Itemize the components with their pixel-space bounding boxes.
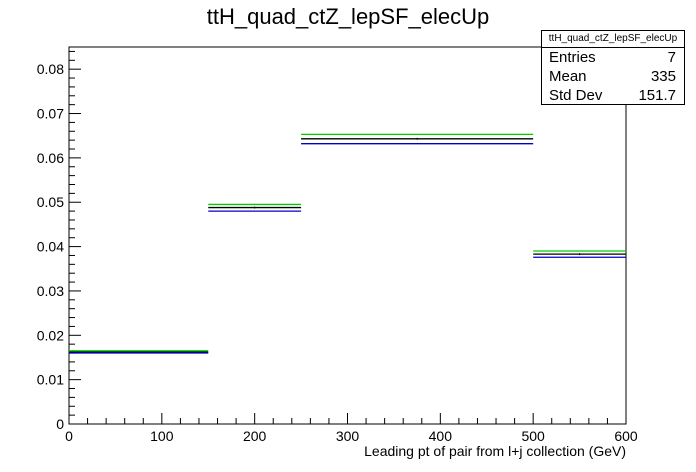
x-tick-label: 200	[243, 428, 267, 444]
y-tick-label: 0	[56, 416, 64, 432]
entries-label: Entries	[549, 49, 596, 66]
y-tick-label: 0.05	[37, 194, 64, 210]
y-tick-label: 0.06	[37, 150, 64, 166]
x-tick-label: 400	[429, 428, 453, 444]
x-tick-label: 500	[521, 428, 545, 444]
x-tick-label: 0	[65, 428, 73, 444]
stddev-label: Std Dev	[549, 87, 603, 104]
stats-row-stddev: Std Dev 151.7	[542, 86, 684, 105]
stats-box-name: ttH_quad_ctZ_lepSF_elecUp	[542, 31, 684, 48]
stats-row-mean: Mean 335	[542, 67, 684, 86]
y-axis: 0 0.01 0.02 0.03 0.04 0.05 0.06 0.07 0.08	[37, 50, 81, 432]
x-axis: 0 100 200 300 400 500 600	[65, 413, 638, 444]
stats-box: ttH_quad_ctZ_lepSF_elecUp Entries 7 Mean…	[541, 30, 685, 105]
x-axis-label: Leading pt of pair from l+j collection (…	[364, 443, 626, 459]
y-tick-label: 0.04	[37, 239, 64, 255]
y-tick-label: 0.02	[37, 327, 64, 343]
y-tick-label: 0.01	[37, 372, 64, 388]
histogram-series	[69, 133, 626, 354]
y-tick-label: 0.03	[37, 283, 64, 299]
stats-row-entries: Entries 7	[542, 48, 684, 67]
y-tick-label: 0.08	[37, 61, 64, 77]
x-tick-label: 600	[614, 428, 638, 444]
mean-value: 335	[650, 68, 676, 85]
y-tick-label: 0.07	[37, 106, 64, 122]
stddev-value: 151.7	[638, 87, 676, 104]
x-tick-label: 100	[150, 428, 174, 444]
mean-label: Mean	[549, 68, 587, 85]
chart-title: ttH_quad_ctZ_lepSF_elecUp	[206, 4, 490, 29]
x-tick-label: 300	[336, 428, 360, 444]
entries-value: 7	[667, 49, 676, 66]
